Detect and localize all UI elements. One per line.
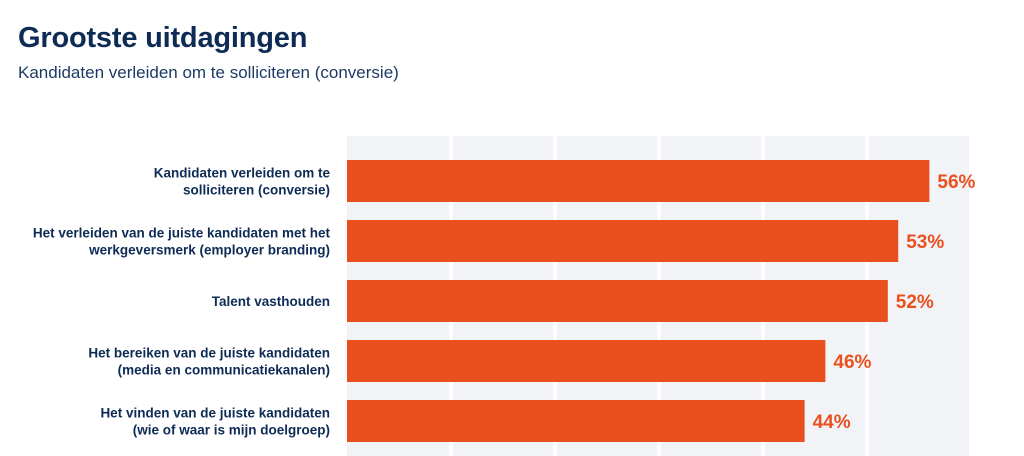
bar-1 xyxy=(347,160,930,202)
category-label-2: Het verleiden van de juiste kandidaten m… xyxy=(33,226,331,258)
bar-2 xyxy=(347,220,899,262)
category-label-4: Het bereiken van de juiste kandidaten (me… xyxy=(88,346,330,378)
value-label-4: 46% xyxy=(833,352,871,373)
category-label-5: Het vinden van de juiste kandidaten (wie … xyxy=(100,406,330,438)
value-label-3: 52% xyxy=(896,292,934,313)
category-label-1: Kandidaten verleiden om te solliciteren (… xyxy=(154,166,331,198)
chart-title: Grootste uitdagingen xyxy=(18,22,308,54)
value-label-1: 56% xyxy=(937,172,975,193)
chart-subtitle: Kandidaten verleiden om te solliciteren … xyxy=(18,63,399,82)
value-label-2: 53% xyxy=(906,232,944,253)
bar-3 xyxy=(347,280,888,322)
category-labels-layer: Kandidaten verleiden om te solliciteren (… xyxy=(33,166,331,438)
bars-layer xyxy=(347,160,930,442)
value-label-5: 44% xyxy=(813,412,851,433)
value-labels-layer: 56% 53% 52% 46% 44% xyxy=(813,172,976,433)
category-label-3: Talent vasthouden xyxy=(212,294,330,309)
bar-5 xyxy=(347,400,805,442)
bar-4 xyxy=(347,340,826,382)
